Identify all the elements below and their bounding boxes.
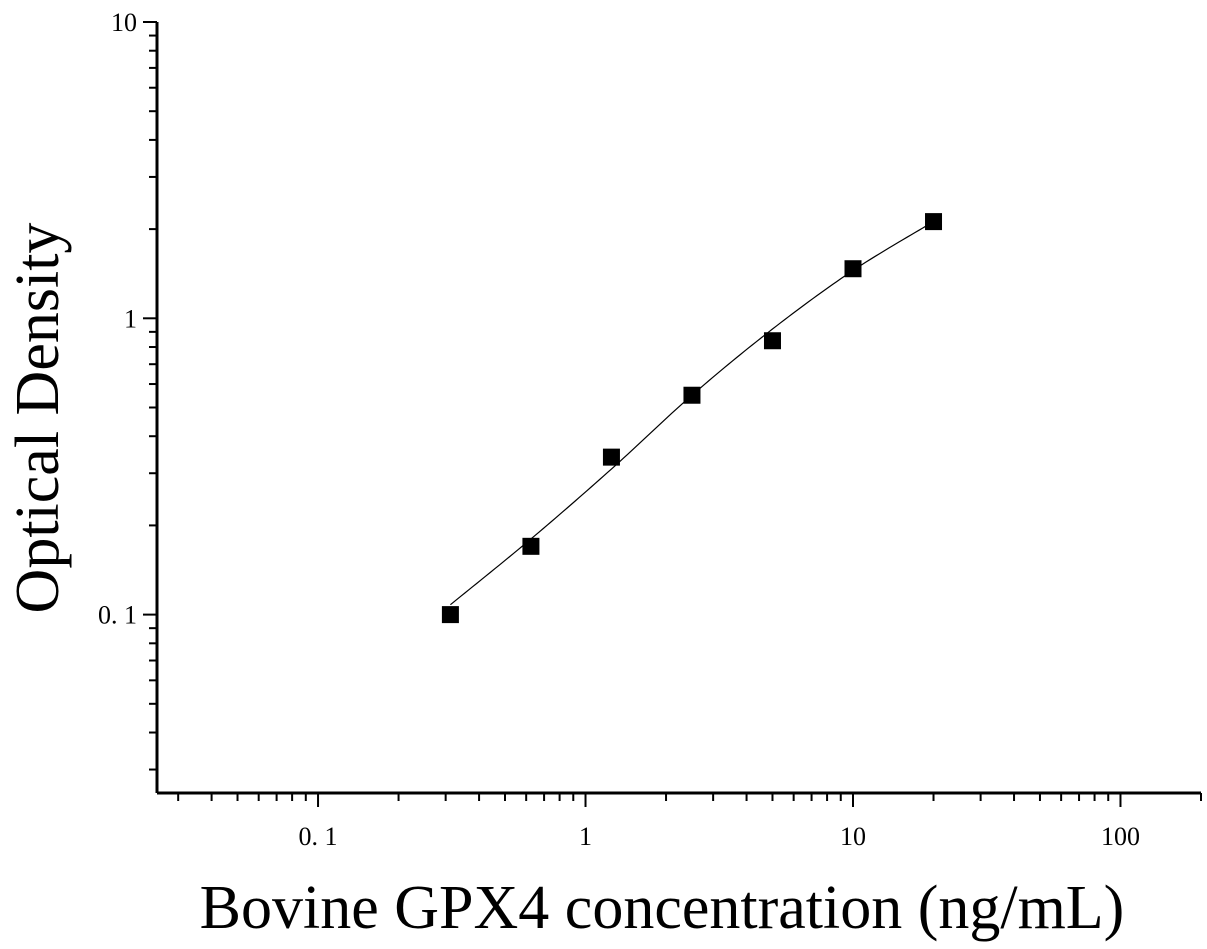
data-point (602, 448, 620, 466)
y-axis-title: Optical Density (4, 223, 72, 614)
y-tick-label: 1 (124, 304, 137, 333)
y-tick-label: 0. 1 (98, 601, 137, 630)
data-point (844, 260, 862, 278)
data-point (683, 386, 701, 404)
data-point (522, 537, 540, 555)
y-tick-label: 10 (111, 8, 137, 37)
x-axis-title: Bovine GPX4 concentration (ng/mL) (200, 874, 1125, 942)
data-point (441, 606, 459, 624)
x-tick-label: 0. 1 (299, 822, 338, 851)
data-point (763, 332, 781, 350)
x-tick-label: 1 (579, 822, 592, 851)
data-points (441, 213, 943, 624)
data-point (925, 213, 943, 231)
x-tick-label: 10 (840, 822, 866, 851)
x-tick-label: 100 (1101, 822, 1140, 851)
ticks: 0. 1 1 10 100 0. 1 1 10 (98, 8, 1202, 851)
